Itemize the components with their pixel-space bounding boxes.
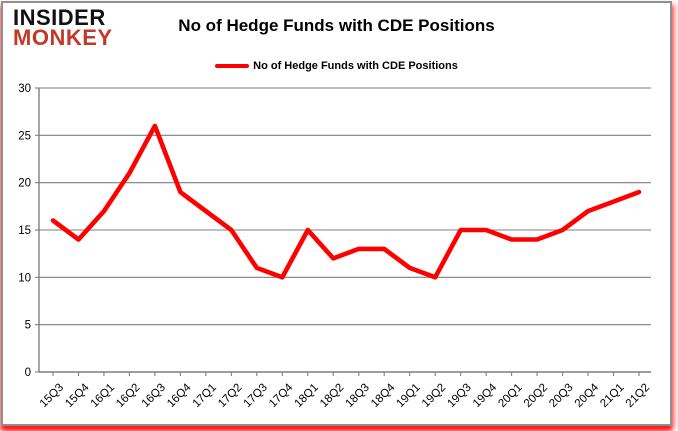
line-chart: 0 5 10 15 20 25 30 15Q315Q416Q116Q216Q316Q417Q1…	[18, 83, 652, 410]
x-axis-label: 17Q2	[216, 382, 244, 410]
y-axis-label: 20	[18, 178, 31, 190]
gridlines	[35, 87, 651, 373]
x-axis-label: 19Q4	[471, 381, 500, 410]
y-axis-label: 30	[18, 83, 31, 95]
x-axis-label: 20Q3	[547, 382, 575, 410]
x-axis-label: 20Q2	[522, 382, 550, 410]
x-axis-label: 18Q3	[343, 382, 371, 410]
x-axis-label: 19Q3	[445, 382, 473, 410]
x-axis-label: 16Q3	[140, 382, 168, 410]
y-axis-label: 0	[25, 367, 31, 379]
x-axis-labels: 15Q315Q416Q116Q216Q316Q417Q117Q217Q317Q4…	[38, 372, 652, 410]
x-axis-label: 16Q1	[89, 382, 117, 410]
y-axis-labels: 0 5 10 15 20 25 30	[18, 83, 31, 379]
y-axis-label: 25	[18, 130, 31, 142]
x-axis-label: 18Q4	[369, 381, 398, 410]
x-axis-label: 19Q2	[420, 382, 448, 410]
x-axis-label: 16Q2	[114, 382, 142, 410]
chart-card: INSIDER MONKEY No of Hedge Funds with CD…	[1, 1, 672, 426]
legend-line-marker	[215, 64, 250, 68]
x-axis-label: 20Q4	[573, 381, 602, 410]
logo-text-monkey: MONKEY	[13, 25, 113, 51]
x-axis-label: 18Q2	[318, 382, 346, 410]
y-axis-label: 15	[18, 225, 31, 237]
legend-label: No of Hedge Funds with CDE Positions	[253, 60, 458, 72]
x-axis-label: 17Q1	[191, 382, 219, 410]
axes	[38, 88, 651, 373]
series-line	[50, 123, 642, 280]
x-axis-label: 20Q1	[496, 382, 524, 410]
insider-monkey-logo: INSIDER MONKEY	[13, 5, 113, 51]
legend: No of Hedge Funds with CDE Positions	[3, 60, 670, 72]
x-axis-label: 21Q2	[624, 382, 652, 410]
y-axis-label: 5	[25, 320, 31, 332]
x-axis-label: 16Q4	[165, 381, 194, 410]
x-axis-label: 21Q1	[598, 382, 626, 410]
x-axis-label: 18Q1	[293, 382, 321, 410]
x-axis-label: 17Q4	[267, 381, 296, 410]
x-axis-label: 17Q3	[242, 382, 270, 410]
logo-text-insider: INSIDER	[13, 5, 106, 30]
chart-title: No of Hedge Funds with CDE Positions	[178, 16, 495, 35]
y-axis-label: 10	[18, 272, 31, 284]
x-axis-label: 19Q1	[394, 382, 422, 410]
x-axis-label: 15Q3	[38, 382, 66, 410]
x-axis-label: 15Q4	[63, 381, 92, 410]
